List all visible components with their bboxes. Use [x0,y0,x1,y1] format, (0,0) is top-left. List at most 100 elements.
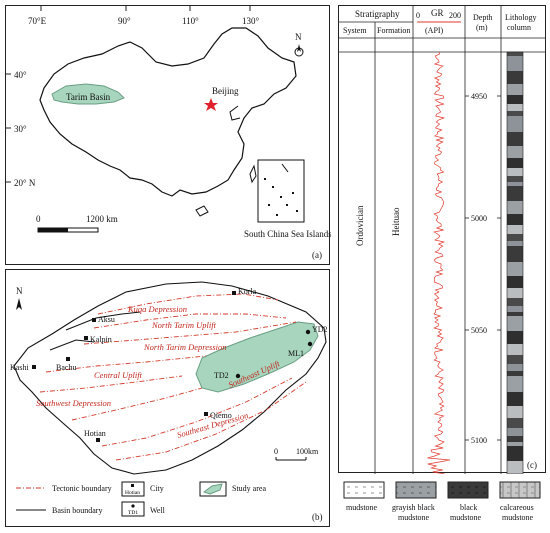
lithology-band [507,392,523,406]
lithology-header-2: column [507,23,531,32]
panel-tag: (a) [312,250,322,260]
inset-label: South China Sea Islands [244,229,331,239]
lithology-band [507,312,523,316]
well-log-svg: Stratigraphy System Formation 0 GR 200 (… [339,6,545,475]
tectonic-boundaries [39,293,307,461]
well-label: TD2 [214,371,229,380]
depth-tick-label: 5100 [471,436,487,445]
lithology-band [507,84,523,95]
lithology-band [507,95,523,104]
lithology-band [507,186,523,201]
depth-tick-label: 5050 [471,326,487,335]
well-markers [235,329,313,379]
lithology-band [507,418,523,428]
system-header: System [343,26,367,35]
lithology-band [507,331,523,344]
structure-label: North Tarim Depression [143,342,227,352]
lithology-band [507,406,523,418]
lon-label: 110° [182,16,199,26]
panel-tag: (c) [527,460,537,470]
lithology-band [507,111,523,116]
structure-label: North Tarim Uplift [151,320,217,330]
legend-grayish-label: grayish black [392,503,435,512]
lithology-band [507,225,523,234]
depth-tick-label: 4950 [471,92,487,101]
panel-a-china-map: 70°E 90° 110° 130° 40° 30° 20° N Tarim B… [5,5,332,265]
city-label: Bachu [56,363,76,372]
scale-start-label: 0 [274,447,278,456]
lithology-band [507,355,523,364]
lithology-band [507,371,523,376]
taiwan-outline [249,164,257,184]
lithology-band [507,262,523,276]
lithology-column [506,51,524,475]
lithology-legend: mudstone grayish black mudstone black mu… [338,478,546,528]
well-label: ML1 [288,349,304,358]
south-china-sea-inset [257,159,305,223]
scale-bar [275,457,307,461]
gr-curve [427,51,451,475]
lithology-band [507,234,523,241]
well-label: YD2 [312,325,328,334]
beijing-star-icon [204,98,218,111]
study-area-shape [195,321,319,393]
legend-calc-label: calcareous [500,503,534,512]
lithology-band [507,52,523,56]
formation-name: Heituao [391,207,401,236]
lithology-band [507,132,523,146]
city-markers [32,291,236,442]
lithology-band [507,116,523,132]
lat-label: 30° [14,124,27,134]
structure-label: Central Uplift [94,370,143,380]
legend-city-box [121,481,145,497]
legend-well-label: Well [150,506,166,515]
lithology-band [507,168,523,176]
svg-text:N: N [295,32,302,42]
panel-tag: (b) [312,512,323,522]
lithology-band [507,241,523,246]
lithology-band [507,446,523,461]
hainan-outline [195,205,209,217]
lithology-band [507,436,523,442]
lithology-band [507,182,523,186]
lithology-band [507,158,523,168]
lithology-band [507,71,523,84]
china-map-svg: 70°E 90° 110° 130° 40° 30° 20° N Tarim B… [6,6,332,260]
depth-ticks [465,95,501,441]
beijing-label: Beijing [212,86,239,96]
legend-grayish-swatch [395,481,437,499]
legend-grayish-label-2: mudstone [398,513,430,522]
legend-basin-label: Basin boundary [52,506,102,515]
panel-c-well-log: Stratigraphy System Formation 0 GR 200 (… [338,5,546,475]
tarim-map-svg: N Kuqa Depression North Tarim Uplift Nor… [10,281,328,522]
lithology-band [507,214,523,225]
lat-label: 20° N [14,178,36,188]
gr-unit: (API) [425,26,444,35]
legend-city-sym: Hotian [125,490,140,496]
gr-header: GR [431,8,444,18]
lithology-band [507,201,523,214]
north-arrow-icon: N [16,286,23,310]
china-outline [39,27,297,197]
city-label: Aksu [98,315,115,324]
city-label: Kalpin [90,335,112,344]
scale-bar [37,227,99,233]
legend-calc-label-2: mudstone [502,513,534,522]
city-label: Hotian [84,429,106,438]
city-label: Korla [238,287,257,296]
tarim-basin-shape [51,83,125,105]
depth-header: Depth [473,13,493,22]
lithology-band [507,428,523,436]
lithology-band [507,442,523,446]
legend-well-box [121,501,145,517]
legend-city-label: City [150,484,164,493]
legend-mudstone-label: mudstone [346,503,378,512]
lon-label: 90° [118,16,131,26]
lithology-band [507,288,523,298]
depth-tick-label: 5000 [471,214,487,223]
lithology-header: Lithology [505,13,537,22]
svg-text:N: N [16,286,23,296]
legend-well-sym: TD1 [128,510,138,516]
lithology-band [507,104,523,111]
lithology-band [507,316,523,331]
